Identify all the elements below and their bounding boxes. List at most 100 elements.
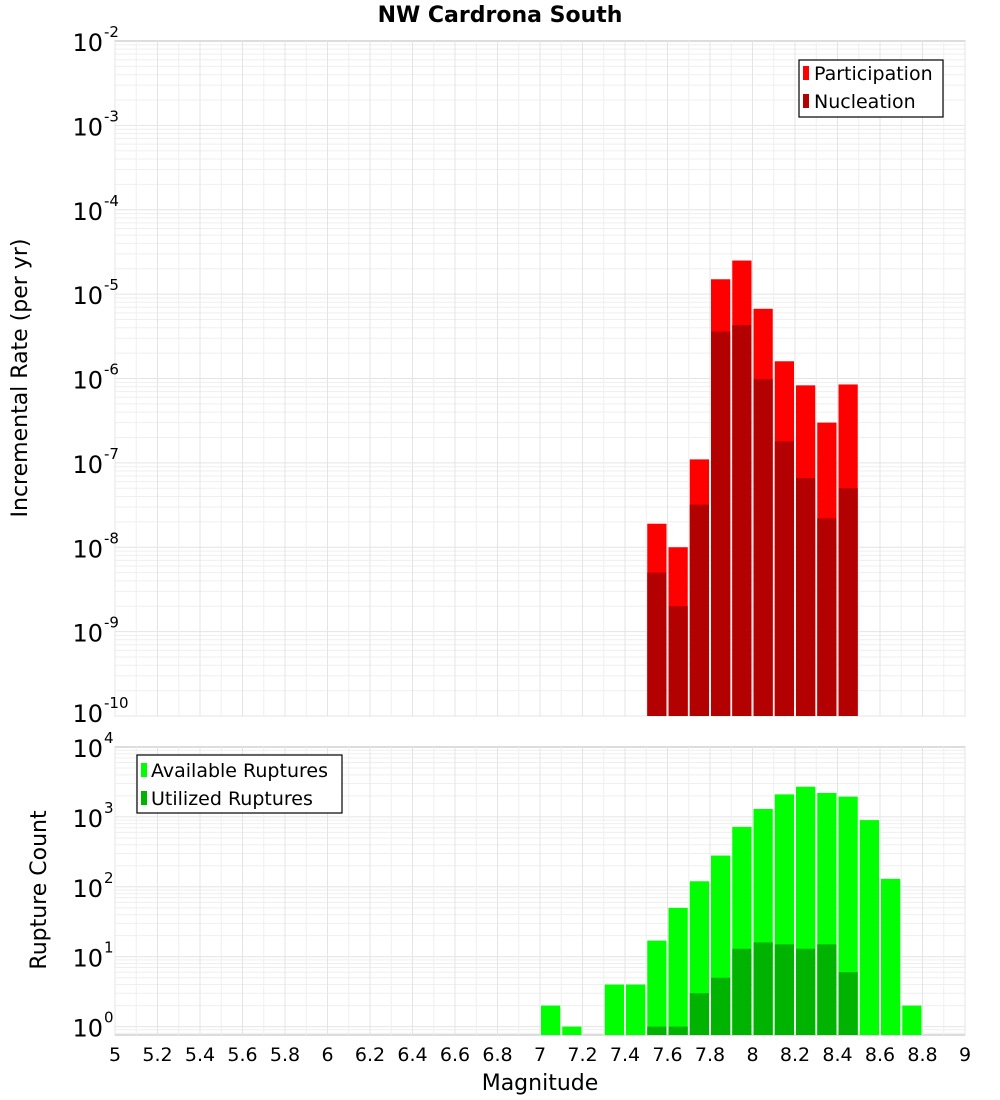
x-axis-label: Magnitude (482, 1071, 599, 1096)
y-tick-base: 10 (72, 700, 103, 728)
legend: Available Ruptures Utilized Ruptures (136, 754, 343, 814)
series-secondary (647, 325, 858, 716)
y-tick-exponent: -8 (104, 529, 119, 547)
x-tick-label: 6.4 (397, 1044, 427, 1066)
bar (689, 993, 709, 1035)
x-tick-label: 7.6 (652, 1044, 682, 1066)
bar (668, 606, 688, 716)
y-tick-base: 10 (72, 1015, 103, 1043)
bar (668, 907, 688, 1035)
y-tick-exponent: -5 (104, 276, 119, 294)
bar (626, 984, 646, 1035)
bar (838, 972, 858, 1035)
bar (796, 478, 816, 716)
y-tick-exponent: -3 (104, 107, 119, 125)
x-tick-label: 5.2 (142, 1044, 172, 1066)
x-tick-label: 5 (109, 1044, 121, 1066)
grid (114, 41, 966, 717)
legend-label: Available Ruptures (151, 760, 328, 782)
y-tick-base: 10 (72, 945, 103, 973)
bar (647, 1026, 667, 1035)
y-tick-exponent: -4 (104, 192, 119, 210)
bar (711, 977, 731, 1035)
y-tick-exponent: -10 (104, 694, 129, 712)
y-tick-base: 10 (72, 451, 103, 479)
bar (774, 441, 794, 716)
legend-box (136, 754, 343, 814)
y-tick-exponent: 2 (104, 869, 114, 887)
bar (774, 944, 794, 1035)
bar (647, 572, 667, 716)
bar (647, 940, 667, 1035)
y-tick-exponent: -6 (104, 361, 119, 379)
y-tick-exponent: 4 (104, 729, 114, 747)
bar (817, 518, 837, 716)
x-tick-label: 6 (321, 1044, 333, 1066)
bar (859, 820, 879, 1035)
y-tick-base: 10 (72, 535, 103, 563)
bar (732, 325, 752, 716)
x-tick-label: 8.6 (865, 1044, 895, 1066)
bar (902, 1005, 922, 1035)
y-tick-base: 10 (72, 113, 103, 141)
x-tick-label: 8.4 (822, 1044, 852, 1066)
y-axis-label-count: Rupture Count (27, 810, 52, 970)
bar (753, 379, 773, 716)
legend-label: Nucleation (814, 91, 916, 113)
y-tick-exponent: 3 (104, 799, 114, 817)
x-tick-label: 7.2 (567, 1044, 597, 1066)
x-tick-label: 6.2 (355, 1044, 385, 1066)
y-tick-base: 10 (72, 620, 103, 648)
x-tick-label: 7.8 (695, 1044, 725, 1066)
bar (753, 942, 773, 1035)
bar (541, 1005, 561, 1035)
y-tick-base: 10 (72, 875, 103, 903)
bar (689, 504, 709, 716)
series-secondary (647, 942, 858, 1035)
x-tick-label: 6.8 (482, 1044, 512, 1066)
x-tick-label: 5.8 (270, 1044, 300, 1066)
legend-swatch (141, 763, 147, 777)
x-tick-label: 7 (534, 1044, 546, 1066)
y-tick-exponent: -2 (104, 23, 119, 41)
y-tick-base: 10 (72, 805, 103, 833)
x-tick-label: 6.6 (440, 1044, 470, 1066)
legend: Participation Nucleation (798, 59, 944, 118)
bar (796, 948, 816, 1035)
y-axis-label-rate: Incremental Rate (per yr) (8, 239, 33, 518)
legend-label: Participation (814, 63, 933, 85)
x-axis-ticks: 5 5.2 5.4 5.6 5.8 6 6.2 6.4 6.6 6.8 7 7.2 7.4 7.6 7.8 8… (109, 1044, 971, 1066)
y-tick-exponent: 1 (104, 939, 114, 957)
y-tick-base: 10 (72, 735, 103, 763)
x-tick-label: 8 (746, 1044, 758, 1066)
legend-swatch (803, 94, 809, 108)
y-tick-exponent: -9 (104, 614, 119, 632)
legend-box (798, 59, 944, 118)
bar (838, 488, 858, 716)
bar (711, 331, 731, 716)
bar (817, 944, 837, 1035)
bar (881, 878, 901, 1035)
chart-title: NW Cardrona South (378, 3, 623, 28)
x-tick-label: 8.2 (780, 1044, 810, 1066)
bar (732, 948, 752, 1035)
y-tick-base: 10 (72, 29, 103, 57)
bar (668, 1026, 688, 1035)
y-tick-base: 10 (72, 198, 103, 226)
x-tick-label: 5.6 (227, 1044, 257, 1066)
legend-swatch (141, 791, 147, 805)
legend-swatch (803, 66, 809, 80)
legend-label: Utilized Ruptures (151, 788, 313, 810)
y-tick-exponent: 0 (104, 1009, 114, 1027)
x-tick-label: 9 (959, 1044, 971, 1066)
x-tick-label: 5.4 (185, 1044, 215, 1066)
bar (562, 1026, 582, 1035)
x-tick-label: 7.4 (610, 1044, 640, 1066)
bar (604, 984, 624, 1035)
x-tick-label: 8.8 (907, 1044, 937, 1066)
y-tick-exponent: -7 (104, 445, 119, 463)
y-tick-base: 10 (72, 282, 103, 310)
